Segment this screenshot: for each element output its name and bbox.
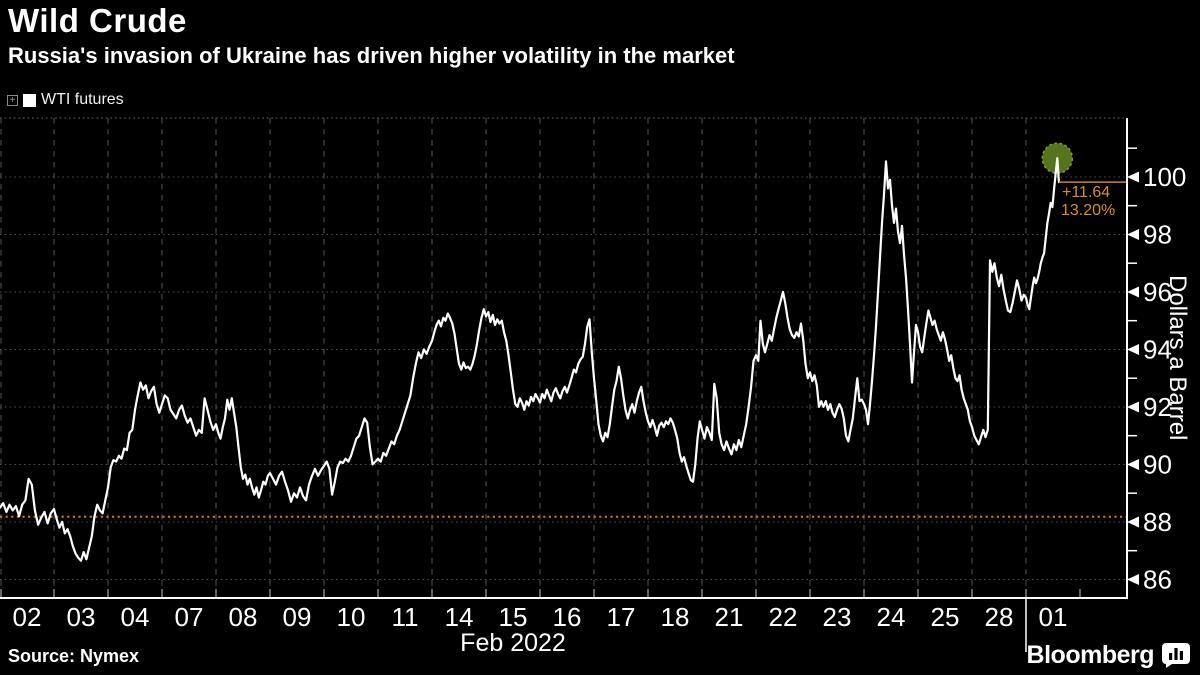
y-tick-label: 90 [1143, 449, 1172, 479]
x-tick-label: 14 [445, 602, 474, 632]
wti-price-line [0, 157, 1061, 562]
axes [0, 118, 1128, 599]
x-tick-label: 21 [715, 602, 744, 632]
y-axis-title: Dollars a Barrel [1164, 275, 1191, 441]
source-credit: Source: Nymex [8, 646, 140, 666]
legend-series-label: WTI futures [41, 91, 124, 108]
y-axis-labels: 86 88 90 92 94 96 98 100 [1127, 147, 1186, 594]
legend: + WTI futures [7, 91, 124, 109]
x-tick-label: 01 [1039, 602, 1068, 632]
y-tick-label: 94 [1143, 334, 1172, 364]
x-tick-label: 22 [769, 602, 798, 632]
x-tick-label: 02 [13, 602, 42, 632]
y-tick-label: 86 [1143, 564, 1172, 594]
x-axis-title: Feb 2022 [460, 629, 566, 657]
legend-expand-icon: + [7, 94, 18, 106]
x-tick-label: 03 [67, 602, 96, 632]
bloomberg-logo: Bloomberg [1027, 641, 1190, 670]
net-change-label: +11.64 [1062, 184, 1110, 201]
x-tick-label: 25 [931, 602, 960, 632]
x-axis-labels: 02 03 04 07 08 09 10 11 14 15 16 17 18 21 22 23 24 25 28 01 [13, 602, 1068, 632]
x-tick-label: 24 [877, 602, 906, 632]
x-tick-label: 09 [283, 602, 312, 632]
chart-title: Wild Crude [8, 2, 187, 39]
chart-subtitle: Russia's invasion of Ukraine has driven … [8, 43, 735, 68]
x-tick-label: 17 [607, 602, 636, 632]
x-tick-label: 08 [229, 602, 258, 632]
x-tick-label: 11 [392, 602, 419, 632]
x-tick-label: 10 [337, 602, 366, 632]
x-tick-label: 28 [985, 602, 1014, 632]
x-tick-label: 07 [175, 602, 204, 632]
x-tick-label: 04 [121, 602, 150, 632]
y-tick-label: 88 [1143, 507, 1172, 537]
bloomberg-wordmark: Bloomberg [1026, 641, 1155, 669]
legend-swatch-icon [23, 93, 36, 107]
y-tick-label: 98 [1143, 219, 1172, 249]
y-tick-label: 92 [1143, 392, 1172, 422]
x-tick-label: 16 [553, 602, 582, 632]
x-tick-label: 18 [661, 602, 690, 632]
x-tick-label: 15 [499, 602, 528, 632]
gridlines [0, 117, 1127, 598]
pct-change-label: 13.20% [1061, 202, 1115, 219]
bloomberg-chart-bubble-icon [1162, 643, 1190, 668]
y-tick-label: 100 [1143, 162, 1186, 192]
y-tick-label: 96 [1143, 277, 1172, 307]
x-tick-label: 23 [823, 602, 852, 632]
